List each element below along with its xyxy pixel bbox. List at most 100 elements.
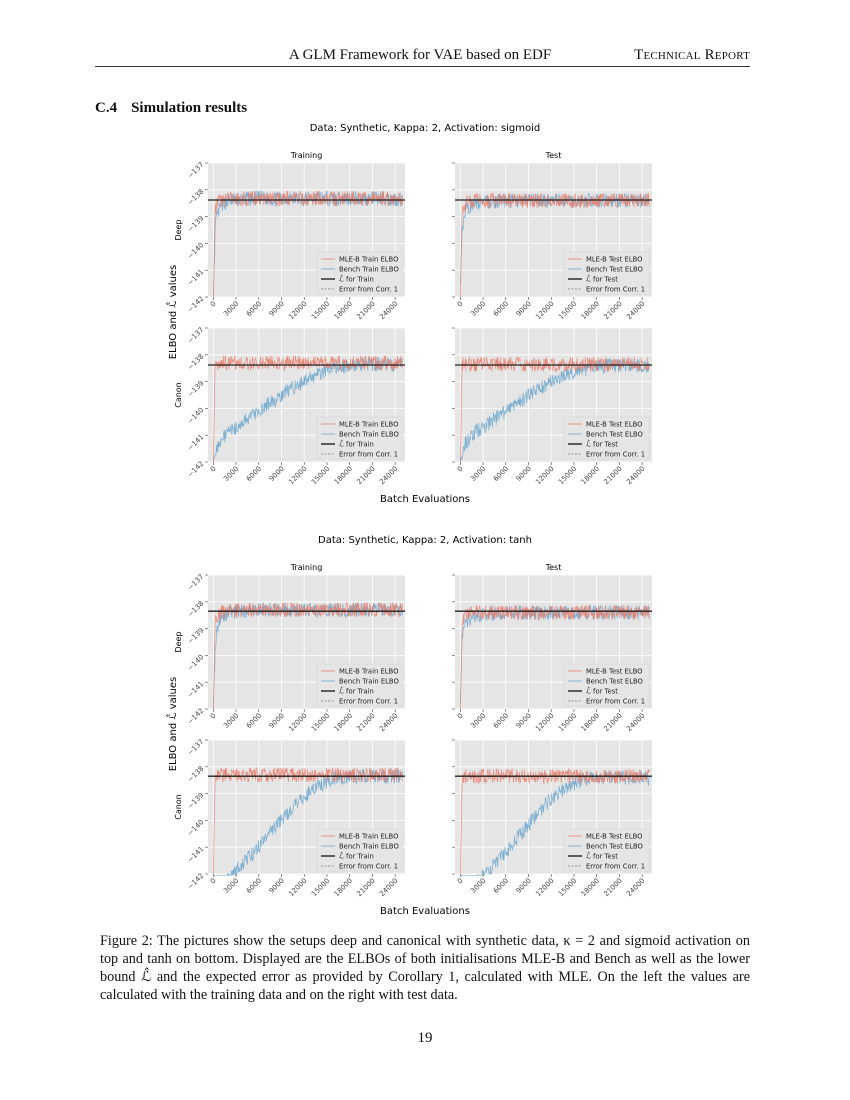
x-tick-label: 15000: [310, 712, 331, 733]
x-tick-label: 15000: [557, 300, 578, 321]
x-tick-label: 6000: [492, 877, 510, 895]
legend-label: Bench Test ELBO: [586, 431, 643, 439]
y-tick-label: −140: [186, 653, 205, 672]
series-line-mle-b: [212, 767, 403, 875]
legend-label: ℒ̂ for Test: [586, 686, 618, 695]
panel-canon-training: −137 −138 −139 −140 −141 −142 0 3000 6000 9000 120…: [186, 738, 405, 898]
y-tick-label: −140: [186, 241, 205, 260]
x-tick-label: 15000: [557, 465, 578, 486]
x-tick-label: 24000: [625, 877, 646, 898]
x-tick-label: 9000: [268, 712, 286, 730]
x-tick-label: 6000: [245, 877, 263, 895]
legend-label: MLE-B Train ELBO: [339, 668, 398, 676]
figure-title: Data: Synthetic, Kappa: 2, Activation: s…: [310, 123, 541, 134]
x-tick-label: 18000: [580, 877, 601, 898]
x-axis-label: Batch Evaluations: [380, 906, 470, 917]
x-tick-label: 3000: [469, 465, 487, 483]
legend-label: MLE-B Test ELBO: [586, 421, 643, 429]
figure-title: Data: Synthetic, Kappa: 2, Activation: t…: [318, 535, 532, 546]
x-tick-label: 24000: [378, 712, 399, 733]
y-tick-label: −142: [186, 872, 205, 891]
x-tick-label: 0: [209, 300, 218, 309]
panel-title: Test: [545, 563, 562, 572]
x-tick-label: 12000: [287, 712, 308, 733]
section-number: C.4: [95, 100, 118, 116]
panel-deep-training: −137 −138 −139 −140 −141 −142 0 3000 6000 9000 120…: [186, 563, 405, 733]
x-tick-label: 21000: [602, 712, 623, 733]
x-tick-label: 18000: [580, 300, 601, 321]
x-tick-label: 6000: [492, 300, 510, 318]
x-tick-label: 15000: [310, 300, 331, 321]
x-tick-label: 3000: [222, 465, 240, 483]
legend-label: Error from Corr. 1: [586, 286, 645, 294]
x-tick-label: 15000: [557, 712, 578, 733]
series-line-mle-b: [459, 356, 650, 463]
x-tick-label: 9000: [268, 877, 286, 895]
x-tick-label: 3000: [469, 877, 487, 895]
legend-label: Bench Train ELBO: [339, 266, 399, 274]
x-tick-label: 9000: [268, 300, 286, 318]
y-tick-label: −137: [186, 161, 205, 180]
x-tick-label: 9000: [515, 300, 533, 318]
legend-label: ℒ̂ for Train: [339, 439, 374, 448]
x-tick-label: 0: [209, 465, 218, 474]
panel-deep-training: −137 −138 −139 −140 −141 −142 0 3000 6000 9000 120…: [186, 151, 405, 321]
legend-label: Error from Corr. 1: [339, 451, 398, 459]
legend-label: ℒ̂ for Train: [339, 686, 374, 695]
y-axis-label: ELBO and ℒ̂ values: [165, 677, 179, 772]
legend-label: Error from Corr. 1: [339, 863, 398, 871]
legend-label: MLE-B Test ELBO: [586, 668, 643, 676]
y-tick-label: −139: [186, 791, 205, 810]
legend-label: ℒ̂ for Test: [586, 274, 618, 283]
x-tick-label: 18000: [333, 877, 354, 898]
y-tick-label: −141: [186, 845, 205, 864]
panel-deep-test: 0 3000 6000 9000 12000 15000 18000 21000 24000 Te…: [452, 563, 652, 733]
legend-label: ℒ̂ for Test: [586, 439, 618, 448]
legend-label: MLE-B Test ELBO: [586, 833, 643, 841]
x-tick-label: 6000: [245, 300, 263, 318]
x-tick-label: 6000: [492, 712, 510, 730]
figure-sigmoid: Data: Synthetic, Kappa: 2, Activation: s…: [165, 123, 652, 505]
y-tick-label: −137: [186, 738, 205, 757]
legend-label: MLE-B Test ELBO: [586, 256, 643, 264]
legend-label: Error from Corr. 1: [586, 698, 645, 706]
x-tick-label: 12000: [287, 465, 308, 486]
x-tick-label: 21000: [355, 877, 376, 898]
y-tick-label: −141: [186, 433, 205, 452]
x-tick-label: 6000: [492, 465, 510, 483]
x-tick-label: 21000: [355, 300, 376, 321]
x-tick-label: 12000: [534, 877, 555, 898]
header-rule: [95, 66, 750, 67]
x-tick-label: 12000: [534, 300, 555, 321]
x-axis-label: Batch Evaluations: [380, 494, 470, 505]
panel-deep-test: 0 3000 6000 9000 12000 15000 18000 21000 24000 Te…: [452, 151, 652, 321]
x-tick-label: 9000: [268, 465, 286, 483]
legend-label: Bench Test ELBO: [586, 843, 643, 851]
x-tick-label: 24000: [378, 465, 399, 486]
x-tick-label: 9000: [515, 877, 533, 895]
x-tick-label: 3000: [222, 712, 240, 730]
y-tick-label: −139: [186, 626, 205, 645]
legend-label: ℒ̂ for Test: [586, 851, 618, 860]
y-tick-label: −137: [186, 573, 205, 592]
y-tick-label: −141: [186, 680, 205, 699]
x-tick-label: 21000: [602, 465, 623, 486]
x-tick-label: 24000: [378, 300, 399, 321]
y-tick-label: −138: [186, 353, 205, 372]
panel-canon-test: 0 3000 6000 9000 12000 15000 18000 21000 24000 ML…: [452, 327, 652, 486]
x-tick-label: 18000: [580, 465, 601, 486]
y-tick-label: −142: [186, 460, 205, 479]
x-tick-label: 0: [456, 300, 465, 309]
panel-canon-test: 0 3000 6000 9000 12000 15000 18000 21000 24000 ML…: [452, 739, 652, 898]
x-tick-label: 24000: [625, 300, 646, 321]
y-tick-label: −139: [186, 379, 205, 398]
panel-canon-training: −137 −138 −139 −140 −141 −142 0 3000 6000 9000 120…: [186, 326, 405, 486]
legend-label: Error from Corr. 1: [586, 863, 645, 871]
legend-label: Bench Train ELBO: [339, 678, 399, 686]
x-tick-label: 18000: [580, 712, 601, 733]
running-header-right: Technical Report: [634, 47, 750, 63]
x-tick-label: 18000: [333, 300, 354, 321]
y-tick-label: −140: [186, 406, 205, 425]
y-tick-label: −137: [186, 326, 205, 345]
